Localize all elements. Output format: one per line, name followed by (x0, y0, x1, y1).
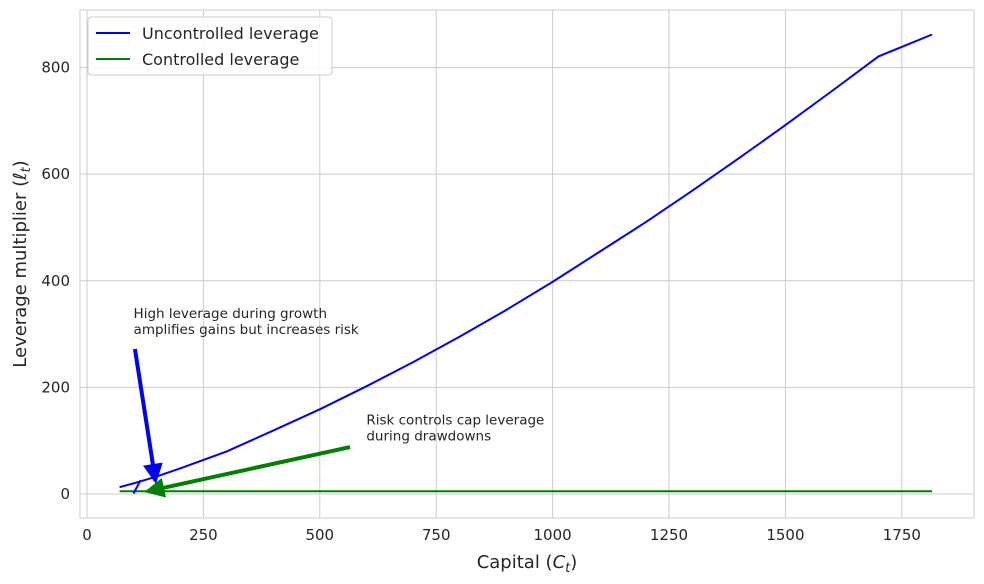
y-tick-label: 800 (41, 59, 70, 77)
x-ticks: 0 250 500 750 1000 1250 1500 1750 (82, 526, 921, 544)
y-tick-label: 600 (41, 165, 70, 183)
x-axis-label: Capital (Ct) (477, 552, 578, 576)
legend-box (87, 16, 333, 76)
series-layer (119, 33, 933, 494)
annotation-arrow (132, 348, 163, 484)
x-tick-label: 1500 (766, 526, 804, 544)
x-tick-label: 1250 (650, 526, 688, 544)
series-fragment (132, 479, 142, 494)
y-tick-label: 200 (41, 378, 70, 396)
x-tick-label: 750 (422, 526, 451, 544)
x-tick-label: 0 (82, 526, 92, 544)
y-tick-label: 0 (60, 485, 70, 503)
annotation-text: High leverage during growth amplifies gai… (134, 306, 359, 338)
y-tick-label: 400 (41, 272, 70, 290)
annotation-text: Risk controls cap leverage during drawdow… (366, 413, 544, 445)
x-tick-label: 250 (189, 526, 218, 544)
x-tick-label: 1000 (534, 526, 572, 544)
x-tick-label: 1750 (883, 526, 921, 544)
legend-label: Controlled leverage (142, 50, 299, 69)
legend-label: Uncontrolled leverage (142, 24, 319, 43)
y-axis-label: Leverage multiplier (ℓt) (10, 160, 34, 367)
y-ticks: 0 200 400 600 800 (41, 59, 70, 503)
annotations: High leverage during growth amplifies gai… (132, 306, 544, 498)
plot-frame (79, 9, 975, 519)
series-line (119, 33, 933, 489)
annotation-arrow (144, 445, 351, 498)
legend: Uncontrolled leverage Controlled leverage (87, 16, 333, 76)
grid (80, 10, 974, 518)
x-tick-label: 500 (305, 526, 334, 544)
